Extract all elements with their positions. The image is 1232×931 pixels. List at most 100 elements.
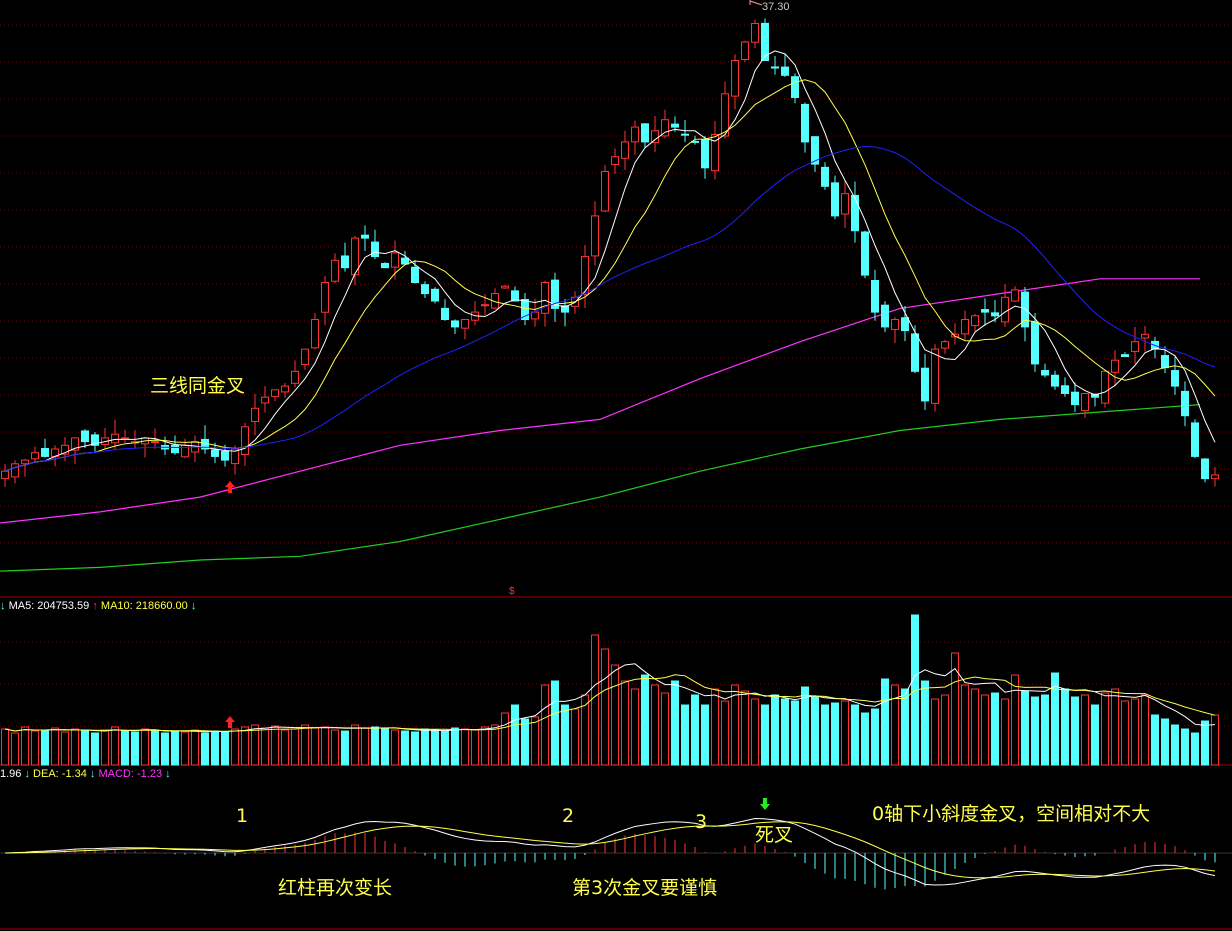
- volume-bar-up: [591, 634, 599, 766]
- candle-up: [151, 441, 159, 444]
- volume-bar-up: [531, 716, 539, 766]
- volume-legend: ↓ MA5: 204753.59 ↑ MA10: 218660.00 ↓: [0, 600, 196, 612]
- ma5-line: [4, 50, 1216, 472]
- candle-up: [461, 319, 469, 329]
- candle-up: [891, 319, 899, 331]
- sell-arrow-down-icon: [760, 798, 770, 810]
- volume-bar-up: [1001, 698, 1009, 766]
- candle-up: [731, 60, 739, 97]
- volume-bar-up: [21, 726, 29, 766]
- volume-bar-up: [951, 652, 959, 766]
- candle-down: [1171, 370, 1179, 387]
- candle-up: [841, 193, 849, 215]
- volume-bar-up: [541, 684, 549, 766]
- candle-down: [991, 312, 999, 317]
- candle-down: [561, 305, 569, 313]
- volume-bar-up: [931, 698, 939, 766]
- candle-down: [521, 299, 529, 320]
- volume-bar-up: [231, 728, 239, 766]
- volume-bar-down: [121, 730, 129, 766]
- volume-bar-down: [781, 698, 789, 766]
- volume-bar-down: [701, 704, 709, 766]
- candle-up: [661, 119, 669, 137]
- candle-up: [1131, 341, 1139, 352]
- volume-bar-down: [991, 692, 999, 766]
- candle-down: [431, 288, 439, 302]
- volume-bar-up: [321, 726, 329, 766]
- candle-up: [291, 370, 299, 384]
- candle-down: [451, 320, 459, 328]
- volume-bar-down: [821, 704, 829, 766]
- volume-bar-up: [631, 688, 639, 766]
- volume-bar-down: [151, 729, 159, 766]
- volume-bar-up: [281, 729, 289, 766]
- candle-down: [221, 450, 229, 461]
- candle-down: [41, 448, 49, 457]
- dea-label: DEA: -1.34: [33, 768, 87, 780]
- candle-up: [31, 452, 39, 460]
- volume-bar-down: [1091, 704, 1099, 766]
- volume-bar-up: [251, 724, 259, 766]
- volume-bar-down: [1051, 672, 1059, 766]
- volume-bar-down: [641, 674, 649, 766]
- ma10-line: [4, 79, 1216, 472]
- annotation-below-zero-cross: 0轴下小斜度金叉，空间相对不大: [872, 803, 1151, 825]
- volume-bar-down: [561, 704, 569, 766]
- candle-down: [371, 241, 379, 258]
- annotation-third-cross-caution: 第3次金叉要谨慎: [572, 877, 718, 899]
- volume-bar-down: [761, 704, 769, 766]
- annotation-1: 1: [236, 805, 249, 827]
- candle-up: [611, 156, 619, 166]
- candle-up: [491, 293, 499, 309]
- volume-bar-up: [291, 728, 299, 766]
- volume-arrow-up-icon: [225, 716, 235, 728]
- arrow-down-icon: ↓: [0, 600, 6, 612]
- volume-bar-down: [341, 730, 349, 766]
- candle-down: [1181, 390, 1189, 417]
- volume-bar-down: [1151, 714, 1159, 766]
- arrow-down-icon: ↓: [24, 768, 30, 780]
- candle-up: [391, 252, 399, 268]
- candle-down: [1121, 354, 1129, 358]
- candle-down: [511, 290, 519, 302]
- volume-bar-up: [571, 708, 579, 766]
- annotation-death-cross: 死叉: [755, 824, 794, 846]
- candle-down: [341, 255, 349, 269]
- volume-bar-down: [801, 686, 809, 766]
- volume-bar-up: [391, 729, 399, 766]
- volume-bar-down: [671, 680, 679, 766]
- volume-bar-up: [11, 732, 19, 766]
- arrow-up-icon: ↑: [92, 600, 98, 612]
- candle-down: [171, 444, 179, 454]
- volume-bar-up: [471, 729, 479, 766]
- candle-down: [1051, 374, 1059, 387]
- volume-bar-down: [81, 730, 89, 766]
- candle-up: [1011, 289, 1019, 302]
- volume-bar-up: [101, 729, 109, 766]
- candle-down: [821, 166, 829, 187]
- volume-bar-down: [1021, 690, 1029, 766]
- volume-bar-down: [211, 730, 219, 766]
- volume-bar-up: [1141, 694, 1149, 766]
- volume-bar-up: [661, 692, 669, 766]
- candle-up: [941, 341, 949, 349]
- candle-down: [911, 333, 919, 372]
- volume-bar-down: [871, 708, 879, 766]
- candle-up: [281, 385, 289, 393]
- volume-bar-down: [1071, 696, 1079, 766]
- candle-up: [241, 426, 249, 455]
- volume-bar-up: [1101, 692, 1109, 766]
- volume-bar-up: [731, 684, 739, 766]
- volume-bar-down: [831, 702, 839, 766]
- arrow-down-icon: ↓: [165, 768, 171, 780]
- volume-bar-up: [1131, 698, 1139, 766]
- volume-bar-down: [681, 704, 689, 766]
- volume-bar-down: [91, 732, 99, 766]
- candle-down: [671, 123, 679, 128]
- volume-bar-up: [481, 726, 489, 766]
- volume-bars: [1, 614, 1219, 766]
- macd-legend: 1.96 ↓ DEA: -1.34 ↓ MACD: -1.23 ↓: [0, 768, 171, 780]
- candle-down: [381, 262, 389, 269]
- candle-up: [591, 215, 599, 257]
- candle-up: [971, 315, 979, 327]
